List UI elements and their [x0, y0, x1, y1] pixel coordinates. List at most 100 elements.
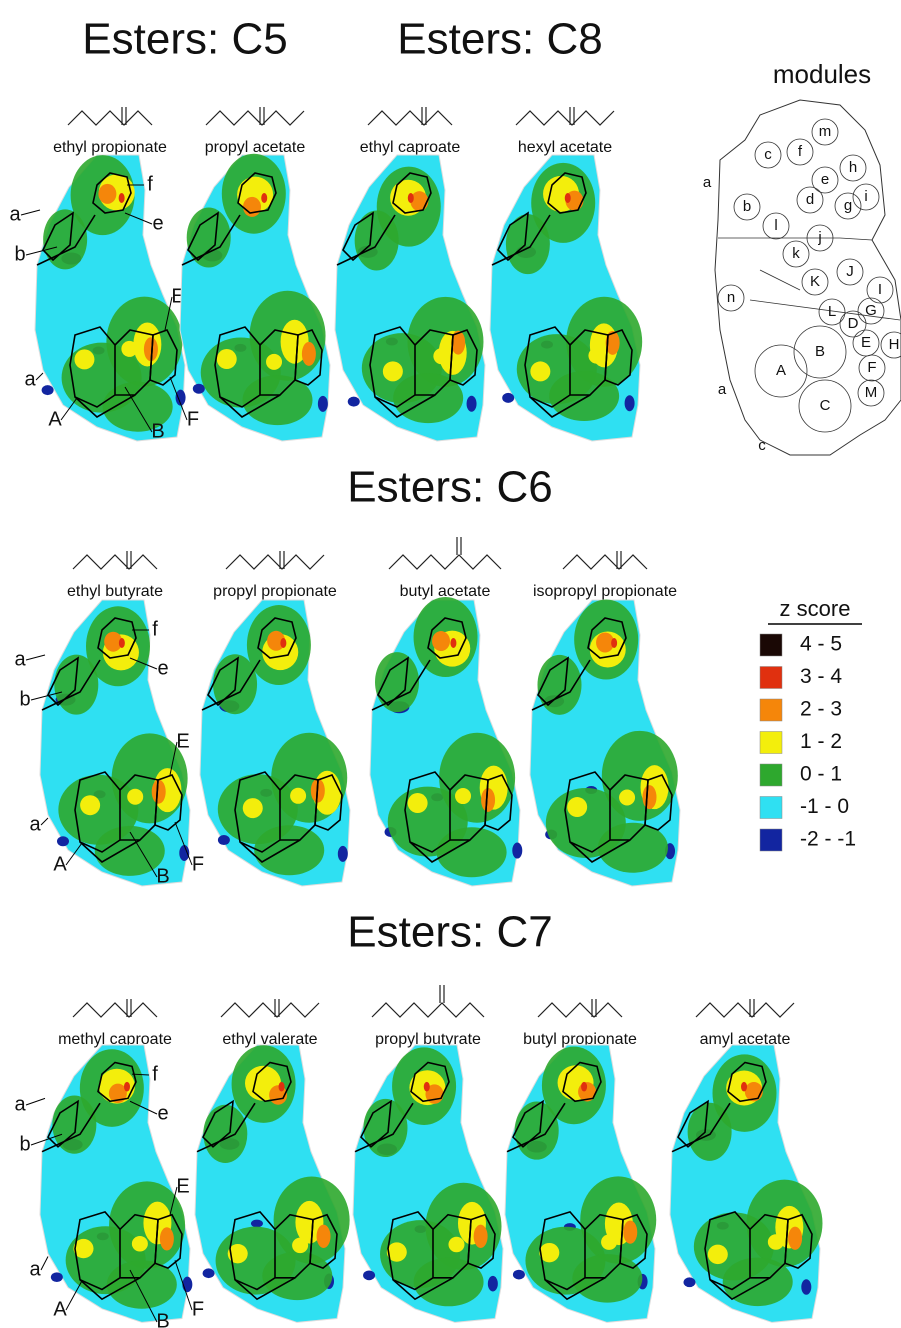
legend-label: 2 - 3 — [800, 698, 842, 721]
map-label: B — [156, 865, 169, 887]
structure — [73, 1003, 157, 1017]
activity-orange — [243, 197, 261, 217]
group-title: Esters: C8 — [397, 15, 602, 64]
activity-green — [363, 1099, 407, 1157]
leader-line — [21, 210, 40, 215]
bulb-map — [530, 599, 680, 886]
map-label: f — [152, 618, 158, 640]
module-label: I — [878, 281, 882, 298]
activity-orange — [481, 788, 495, 812]
compound-name: propyl propionate — [213, 583, 337, 600]
map-label: F — [192, 1298, 204, 1320]
bulb-map — [353, 1045, 503, 1322]
activity-red — [741, 1082, 747, 1092]
module-label: c — [758, 437, 766, 454]
activity-yellow — [567, 797, 587, 817]
activity-yellow — [588, 348, 604, 364]
activity-red — [611, 638, 617, 648]
map-label: F — [192, 853, 204, 875]
legend-label: -2 - -1 — [800, 828, 856, 851]
module-label: b — [743, 198, 751, 215]
map-label: e — [152, 212, 163, 234]
low-patch — [625, 395, 635, 411]
structure — [372, 1003, 484, 1017]
activity-red — [450, 638, 456, 648]
map-label: E — [176, 730, 189, 752]
activity-yellow — [619, 789, 635, 805]
map-label: f — [147, 173, 153, 195]
module-label: E — [861, 334, 871, 351]
activity-orange — [474, 1225, 488, 1248]
bulb-map — [35, 155, 186, 441]
module-label: d — [806, 191, 814, 208]
legend-swatch — [760, 829, 782, 851]
module-label: l — [774, 217, 777, 234]
module-label: k — [792, 245, 800, 262]
activity-yellow — [243, 798, 263, 818]
legend-title: z score — [780, 596, 851, 621]
activity-orange — [432, 631, 450, 651]
low-patch — [251, 1220, 263, 1228]
structure — [206, 111, 304, 125]
activity-orange — [152, 780, 166, 804]
map-label: b — [14, 243, 25, 265]
map-label: a — [9, 203, 21, 225]
bulb-map — [335, 155, 485, 441]
activity-red — [424, 1082, 430, 1092]
low-patch — [338, 846, 348, 862]
legend-swatch — [760, 732, 782, 754]
map-label: a — [29, 1258, 41, 1280]
activity-yellow — [121, 341, 137, 357]
module-label: L — [828, 303, 836, 320]
module-label: g — [844, 197, 852, 214]
activity-green — [437, 827, 507, 877]
low-patch — [348, 397, 360, 407]
activity-red — [408, 193, 414, 203]
low-patch — [513, 1270, 525, 1280]
module-label: H — [889, 336, 900, 353]
bulb-map — [40, 600, 190, 886]
activity-orange — [160, 1227, 174, 1250]
structure — [389, 555, 501, 569]
low-patch — [42, 385, 54, 395]
activity-yellow — [127, 789, 143, 805]
group-title: Esters: C6 — [347, 463, 552, 512]
low-patch — [683, 1277, 695, 1287]
legend-swatch — [760, 667, 782, 689]
activity-yellow — [217, 349, 237, 369]
map-label: b — [19, 688, 30, 710]
activity-green — [375, 652, 419, 712]
modules-title: modules — [773, 59, 871, 89]
structure — [68, 111, 152, 125]
compound-name: ethyl propionate — [53, 139, 167, 156]
map-label: e — [157, 1102, 168, 1124]
compound-name: isopropyl propionate — [533, 583, 677, 600]
structure — [516, 111, 614, 125]
low-patch — [488, 1276, 498, 1292]
module-label: h — [849, 159, 857, 176]
module-label: M — [865, 384, 878, 401]
legend-label: 1 - 2 — [800, 730, 842, 753]
activity-yellow — [768, 1234, 784, 1250]
activity-orange — [623, 1221, 637, 1244]
structure — [696, 1003, 794, 1017]
module-label: n — [727, 289, 735, 306]
map-label: A — [53, 1298, 67, 1320]
module-label: K — [810, 273, 820, 290]
low-patch — [502, 393, 514, 403]
module-label: c — [764, 146, 772, 163]
activity-green — [95, 826, 165, 876]
activity-yellow — [455, 788, 471, 804]
activity-yellow — [74, 349, 94, 369]
activity-yellow — [408, 793, 428, 813]
bulb-map — [180, 154, 330, 441]
leader-line — [26, 655, 45, 660]
structure — [73, 555, 157, 569]
activity-red — [119, 193, 125, 203]
modules-outline — [715, 100, 901, 455]
legend-swatch — [760, 699, 782, 721]
group-title: Esters: C7 — [347, 908, 552, 957]
map-label: a — [14, 1093, 26, 1115]
bulb-map — [670, 1045, 822, 1322]
activity-red — [279, 1082, 285, 1092]
